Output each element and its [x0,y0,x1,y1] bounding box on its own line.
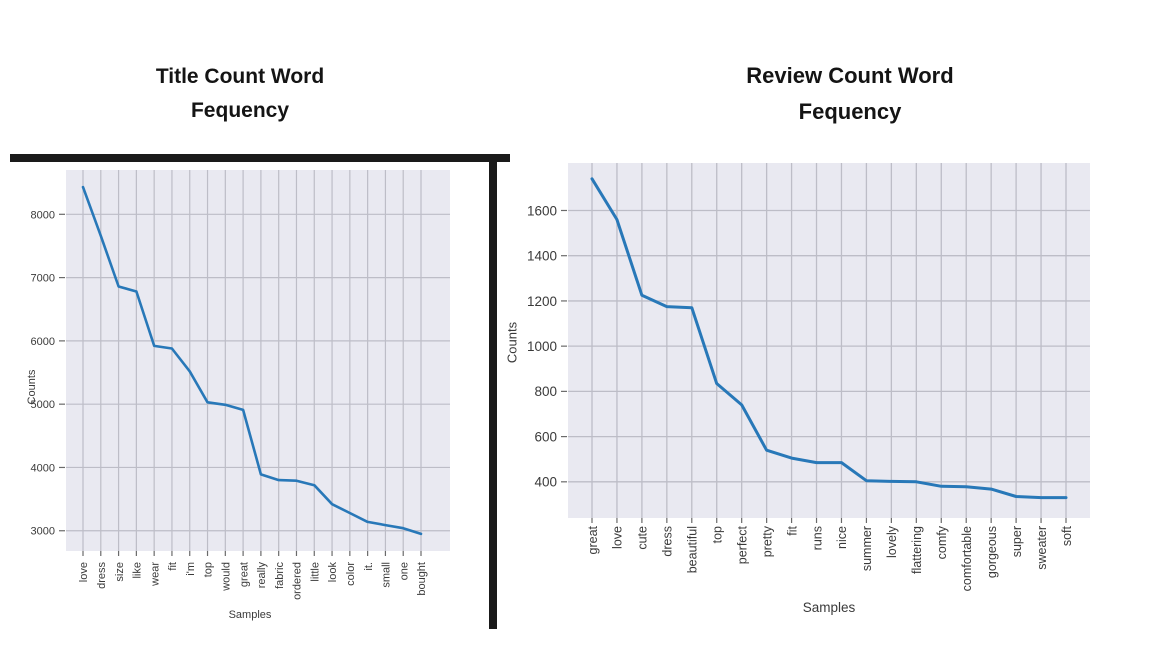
svg-text:6000: 6000 [31,336,55,348]
svg-text:cute: cute [636,526,650,550]
svg-text:color: color [345,562,357,586]
svg-text:i'm: i'm [185,562,197,576]
svg-text:would: would [220,562,232,592]
svg-text:800: 800 [534,384,557,399]
svg-text:great: great [238,562,250,587]
svg-text:comfortable: comfortable [960,526,974,591]
svg-text:5000: 5000 [31,399,55,411]
left-chart-title: Title Count Word Fequency [155,65,325,122]
svg-text:beautiful: beautiful [686,526,700,573]
svg-text:400: 400 [534,475,557,490]
svg-text:dress: dress [661,526,675,557]
left-figure-border-right [489,154,497,629]
svg-text:3000: 3000 [31,526,55,538]
svg-text:great: great [586,525,600,554]
svg-text:one: one [398,562,410,580]
svg-text:gorgeous: gorgeous [985,526,999,578]
svg-text:600: 600 [534,429,557,444]
svg-text:dress: dress [96,562,108,589]
svg-text:soft: soft [1060,525,1074,546]
svg-text:7000: 7000 [31,273,55,285]
svg-text:really: really [256,562,268,589]
svg-text:fit: fit [167,562,179,571]
svg-text:bought: bought [416,562,428,596]
svg-text:4000: 4000 [31,462,55,474]
svg-text:top: top [710,526,724,543]
svg-text:love: love [78,562,90,582]
svg-text:sweater: sweater [1035,526,1049,570]
svg-text:flattering: flattering [910,526,924,574]
svg-text:lovely: lovely [885,525,899,558]
svg-text:1400: 1400 [527,249,557,264]
svg-text:perfect: perfect [735,525,749,564]
svg-text:like: like [132,562,144,579]
svg-text:wear: wear [149,562,161,587]
left-x-axis-label: Samples [228,609,272,621]
svg-text:look: look [327,562,339,583]
svg-text:little: little [309,562,321,582]
svg-text:fit: fit [785,525,799,535]
svg-text:size: size [114,562,126,582]
svg-text:1200: 1200 [527,294,557,309]
svg-text:nice: nice [835,526,849,549]
svg-text:small: small [381,562,393,588]
svg-text:summer: summer [860,526,874,571]
right-x-axis-label: Samples [802,600,856,615]
left-figure-border-top [10,154,510,162]
svg-text:pretty: pretty [760,525,774,557]
svg-text:8000: 8000 [31,209,55,221]
svg-text:runs: runs [810,526,824,550]
svg-text:1600: 1600 [527,203,557,218]
svg-text:comfy: comfy [935,525,949,559]
svg-text:1000: 1000 [527,339,557,354]
right-chart-title: Review Count Word Fequency [746,63,954,124]
svg-text:top: top [203,562,215,577]
svg-text:love: love [611,526,625,549]
svg-text:it.: it. [363,562,375,571]
svg-text:super: super [1010,526,1024,557]
svg-text:fabric: fabric [274,562,286,589]
svg-text:ordered: ordered [292,562,304,600]
